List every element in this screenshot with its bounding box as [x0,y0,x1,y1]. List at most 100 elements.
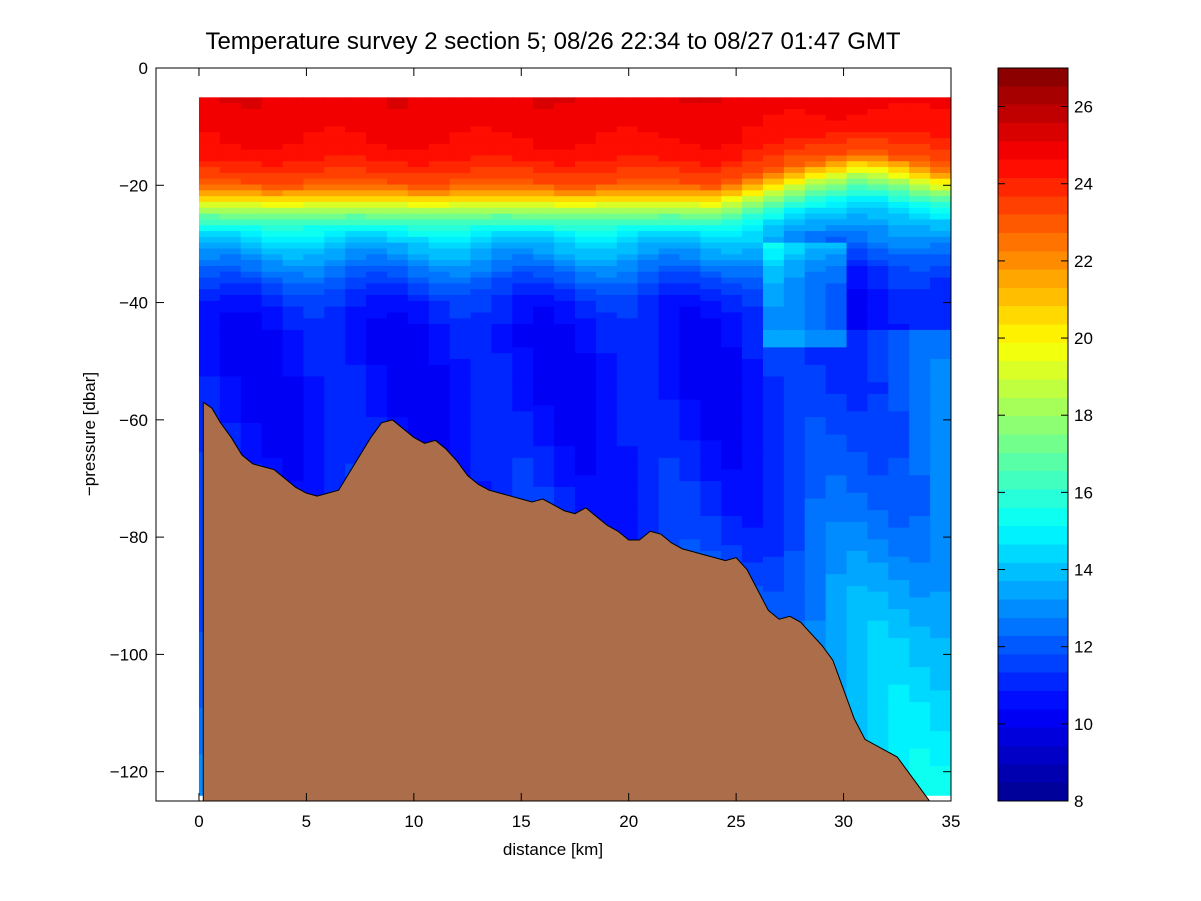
temperature-cell [762,475,785,482]
temperature-cell [198,318,221,325]
temperature-cell [470,155,493,162]
temperature-cell [554,486,576,494]
temperature-cell [762,236,785,244]
temperature-cell [679,312,701,319]
temperature-cell [595,347,618,354]
temperature-cell [240,405,263,412]
temperature-cell [512,434,534,442]
temperature-cell [303,388,325,395]
temperature-cell [428,155,451,162]
temperature-cell [554,324,576,331]
temperature-cell [825,260,848,267]
temperature-cell [888,422,910,430]
temperature-cell [428,97,451,104]
temperature-cell [616,213,639,221]
temperature-cell [261,108,284,116]
temperature-cell [470,417,493,424]
temperature-cell [198,132,221,139]
temperature-cell [721,550,743,558]
temperature-cell [658,422,681,430]
colorbar-tick-label: 10 [1074,715,1093,734]
temperature-cell [282,440,305,447]
temperature-cell [616,178,639,186]
temperature-cell [846,370,869,378]
temperature-cell [366,376,388,383]
temperature-cell [742,236,764,244]
temperature-cell [846,289,869,296]
temperature-cell [742,382,764,389]
temperature-cell [867,556,889,564]
temperature-cell [491,399,513,407]
temperature-cell [867,190,889,197]
temperature-cell [658,533,681,540]
temperature-cell [721,289,743,296]
temperature-cell [512,329,534,337]
temperature-cell [825,556,848,564]
temperature-cell [930,248,951,255]
temperature-cell [449,271,472,279]
temperature-cell [512,295,534,302]
temperature-cell [386,132,409,139]
temperature-cell [303,143,325,151]
temperature-cell [533,306,555,314]
temperature-cell [846,667,869,674]
temperature-cell [240,155,263,162]
temperature-cell [324,132,346,139]
temperature-cell [616,440,639,447]
temperature-cell [574,161,597,168]
temperature-cell [930,748,951,756]
temperature-cell [783,516,806,523]
temperature-cell [407,108,430,116]
temperature-cell [867,306,889,314]
temperature-cell [700,393,722,401]
temperature-cell [762,393,785,401]
temperature-cell [909,201,931,209]
temperature-cell [930,452,951,459]
temperature-cell [804,184,827,191]
temperature-cell [491,335,513,343]
temperature-cell [470,143,493,151]
temperature-cell [658,295,681,302]
temperature-cell [491,155,513,162]
temperature-cell [345,236,367,244]
temperature-cell [407,295,430,302]
temperature-cell [533,196,555,203]
temperature-cell [366,254,388,261]
temperature-cell [386,149,409,157]
temperature-cell [512,422,534,430]
temperature-cell [930,469,951,476]
temperature-cell [742,347,764,354]
temperature-cell [449,196,472,203]
temperature-cell [825,655,848,662]
temperature-cell [407,382,430,389]
temperature-cell [533,335,555,343]
temperature-cell [219,359,242,366]
temperature-cell [303,120,325,127]
temperature-cell [658,300,681,308]
temperature-cell [261,196,284,203]
temperature-cell [909,388,931,395]
temperature-cell [846,138,869,145]
temperature-cell [909,521,931,529]
temperature-cell [261,126,284,133]
temperature-cell [867,225,889,232]
temperature-cell [679,457,701,465]
temperature-cell [449,201,472,209]
temperature-cell [888,108,910,116]
temperature-cell [825,231,848,238]
temperature-cell [679,300,701,308]
temperature-cell [219,312,242,319]
temperature-cell [658,405,681,412]
temperature-cell [637,481,660,488]
temperature-cell [846,649,869,657]
temperature-cell [888,521,910,529]
temperature-cell [282,225,305,232]
temperature-cell [762,277,785,285]
temperature-cell [804,329,827,337]
temperature-cell [888,353,910,360]
temperature-cell [345,184,367,191]
temperature-cell [658,172,681,180]
temperature-cell [679,231,701,238]
temperature-cell [616,417,639,424]
temperature-cell [303,306,325,314]
